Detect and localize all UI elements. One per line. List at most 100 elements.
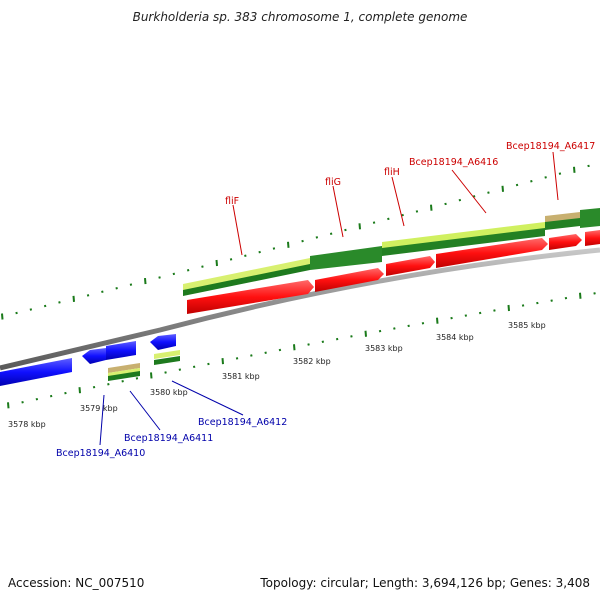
gene-label-A6417[interactable]: Bcep18194_A6417 <box>506 141 595 152</box>
tick-mark <box>186 269 190 272</box>
accession-text: Accession: NC_007510 <box>8 576 145 590</box>
tick-mark <box>521 304 525 307</box>
tick-mark <box>178 368 182 371</box>
tick-mark <box>401 213 404 217</box>
feature-band-lower <box>108 350 180 381</box>
tick-mark <box>235 357 239 360</box>
gene-label-A6411[interactable]: Bcep18194_A6411 <box>124 433 213 444</box>
gene-labels-forward <box>232 151 559 256</box>
tick-mark <box>15 311 18 315</box>
tick-mark <box>258 250 261 254</box>
kbp-label: 3583 kbp <box>365 344 403 353</box>
tick-mark <box>21 400 24 404</box>
gene-label-fliG[interactable]: fliG <box>325 177 341 188</box>
tick-mark <box>393 327 396 330</box>
tick-mark <box>115 286 118 290</box>
tick-mark <box>507 304 510 312</box>
tick-mark <box>301 239 304 243</box>
kbp-label: 3585 kbp <box>508 321 546 330</box>
tick-mark <box>107 382 110 386</box>
gene-arrow-A6416[interactable] <box>436 238 548 268</box>
tick-mark <box>43 304 47 308</box>
tick-mark <box>278 348 282 352</box>
gene-arrow-A6410[interactable] <box>0 358 72 386</box>
tick-mark <box>515 183 519 187</box>
tick-mark <box>478 311 482 315</box>
genome-title: Burkholderia sp. 383 chromosome 1, compl… <box>132 10 468 24</box>
gene-arrow-A6411[interactable] <box>82 348 106 364</box>
tick-mark <box>315 236 319 239</box>
kbp-label: 3584 kbp <box>436 333 474 342</box>
tick-mark <box>129 283 133 286</box>
tick-mark <box>364 330 367 337</box>
tick-mark <box>86 294 90 297</box>
tick-mark <box>358 223 361 230</box>
gene-arrow-A6417[interactable] <box>549 234 582 250</box>
gene-label-A6416[interactable]: Bcep18194_A6416 <box>409 157 498 168</box>
tick-mark <box>78 387 81 394</box>
tick-mark <box>573 166 576 173</box>
tick-mark <box>464 314 468 317</box>
tick-mark <box>64 391 67 395</box>
tick-mark <box>1 313 4 320</box>
gene-arrow-fliH[interactable] <box>386 256 435 276</box>
gene-labels-reverse <box>99 380 244 446</box>
tick-mark <box>350 335 353 338</box>
gene-label-A6412[interactable]: Bcep18194_A6412 <box>198 417 287 428</box>
tick-mark <box>250 354 253 357</box>
tick-mark <box>558 172 562 175</box>
tick-mark <box>407 324 410 328</box>
tick-mark <box>101 290 104 294</box>
forward-genes <box>187 230 600 314</box>
feature-band-upper <box>183 208 600 296</box>
tick-mark <box>550 299 553 302</box>
tick-mark <box>158 276 161 279</box>
tick-mark <box>487 191 490 194</box>
tick-mark <box>587 164 590 168</box>
tick-row-outer <box>1 164 590 320</box>
tick-mark <box>329 232 333 235</box>
gene-label-fliF[interactable]: fliF <box>225 196 239 207</box>
tick-mark <box>192 365 196 369</box>
tick-mark <box>150 372 153 379</box>
tick-mark <box>201 265 204 268</box>
tick-mark <box>307 343 310 346</box>
gene-arrow-fliF[interactable] <box>187 280 314 314</box>
kbp-label: 3581 kbp <box>222 372 260 381</box>
tick-mark <box>444 202 447 206</box>
tick-mark <box>593 292 596 295</box>
genome-summary-text: Topology: circular; Length: 3,694,126 bp… <box>260 576 590 590</box>
tick-mark <box>493 309 496 312</box>
gene-label-A6410[interactable]: Bcep18194_A6410 <box>56 448 145 459</box>
gene-arrow-A6412[interactable] <box>106 341 136 360</box>
tick-mark <box>172 272 176 276</box>
kbp-label: 3582 kbp <box>293 357 331 366</box>
tick-mark <box>135 377 139 380</box>
tick-mark <box>436 317 439 324</box>
tick-mark <box>501 185 504 192</box>
reverse-genes <box>0 334 176 386</box>
kbp-label: 3579 kbp <box>80 404 118 413</box>
tick-mark <box>164 371 167 374</box>
tick-mark <box>244 254 247 257</box>
tick-mark <box>49 394 53 398</box>
tick-mark <box>564 296 568 300</box>
tick-mark <box>415 210 419 213</box>
tick-mark <box>35 397 39 401</box>
tick-mark <box>7 402 10 409</box>
tick-mark <box>72 295 75 302</box>
tick-mark <box>293 344 296 351</box>
tick-mark <box>92 385 96 389</box>
gene-arrow-fliG[interactable] <box>315 268 384 292</box>
kbp-label: 3580 kbp <box>150 388 188 397</box>
tick-mark <box>144 277 147 285</box>
tick-mark <box>287 241 290 248</box>
gene-label-fliH[interactable]: fliH <box>384 167 400 178</box>
tick-mark <box>579 292 582 299</box>
tick-mark <box>121 380 124 383</box>
tick-mark <box>221 358 224 365</box>
tick-mark <box>421 322 425 325</box>
tick-mark <box>450 316 453 320</box>
tick-mark <box>458 198 462 202</box>
